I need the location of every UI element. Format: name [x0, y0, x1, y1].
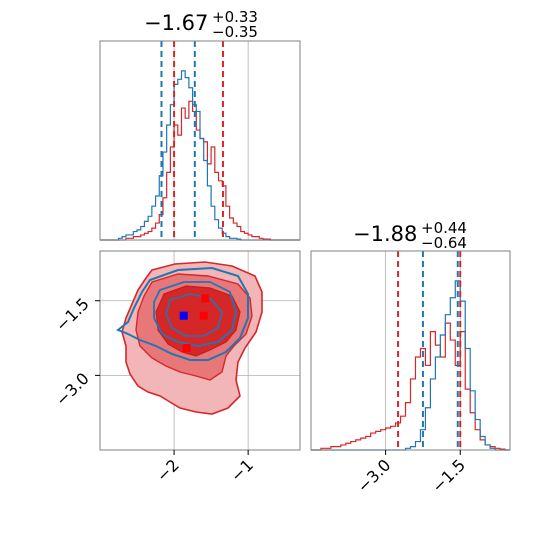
- tick-label-y-1: −1.5: [52, 294, 93, 335]
- quantile-lines: [160, 41, 462, 450]
- marker-series_b-1: [199, 311, 208, 320]
- panel-x-hist-bg: [100, 41, 300, 240]
- marker-group: [179, 294, 210, 353]
- tick-label-x-0: −2: [153, 455, 183, 485]
- panel-y-hist-frame: [310, 250, 511, 451]
- marker-series_a-0: [179, 311, 188, 320]
- marker-series_b-2: [201, 294, 210, 303]
- contour-line-mid-series-a: [153, 281, 237, 347]
- contour-line-inner-series-a: [165, 293, 223, 337]
- tick-label-y-0: −3.0: [52, 369, 93, 410]
- title-param-y: −1.88 +0.44 −0.64: [353, 219, 467, 252]
- panel-x-hist-frame: [99, 40, 301, 241]
- hist-y-series-b: [311, 322, 510, 451]
- title-x-minus: −0.35: [212, 23, 258, 41]
- title-y-median: −1.88: [353, 222, 417, 246]
- title-y-plus: +0.44: [421, 219, 467, 237]
- contour-line-outer-series-a: [116, 266, 249, 361]
- title-x-median: −1.67: [144, 11, 208, 35]
- tick-label-x-1: −1: [227, 455, 257, 485]
- panel-joint-frame: [99, 250, 301, 451]
- title-param-x: −1.67 +0.33 −0.35: [144, 8, 258, 41]
- joint-density-panel: [116, 261, 263, 415]
- panel-y-hist-bg: [311, 251, 510, 450]
- tick-label-y-hist-1: −1.5: [428, 455, 469, 496]
- tick-label-y-hist-0: −3.0: [354, 455, 395, 496]
- marker-series_b-3: [182, 344, 191, 353]
- title-y-minus: −0.64: [421, 234, 467, 252]
- contour-fill-inner-series-b: [155, 285, 241, 357]
- title-x-plus: +0.33: [212, 8, 258, 26]
